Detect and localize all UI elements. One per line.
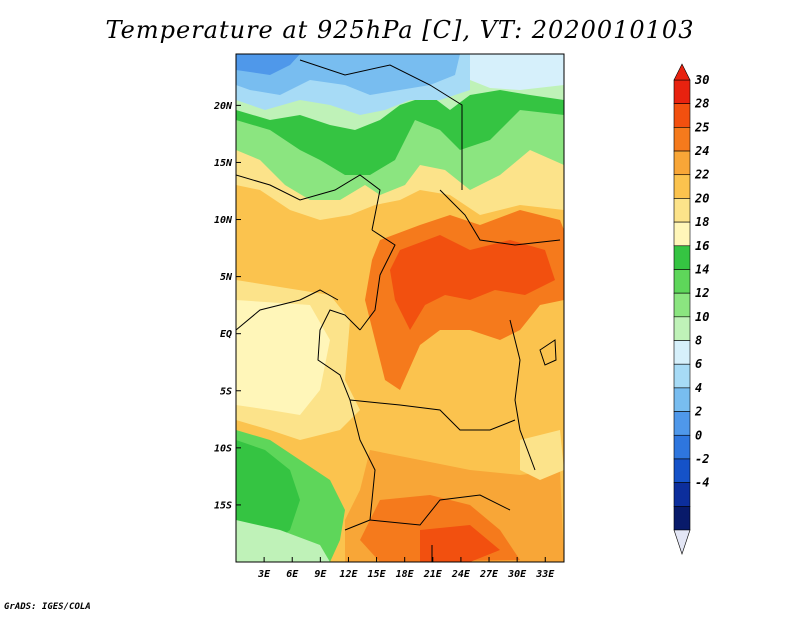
colorbar-swatch <box>673 127 691 152</box>
colorbar-label: -2 <box>695 452 709 466</box>
longitude-axis: 3E 6E 9E 12E 15E 18E 21E 24E 27E 30E 33E <box>257 557 555 580</box>
colorbar-swatch <box>673 458 691 483</box>
lon-tick-label: 9E <box>314 569 327 580</box>
lon-tick-label: 21E <box>423 569 443 580</box>
colorbar-label: 30 <box>694 73 709 87</box>
lat-tick-label: 5S <box>220 386 232 397</box>
map-frame <box>235 53 565 563</box>
border-sahel <box>236 174 381 231</box>
colorbar-label: 24 <box>694 144 709 158</box>
colorbar-swatch <box>673 269 691 294</box>
colorbar-label: 14 <box>695 262 709 276</box>
lake-victoria <box>539 339 557 366</box>
colorbar-under-arrow <box>673 529 691 555</box>
colorbar-label: 0 <box>695 428 702 442</box>
border-rift <box>509 319 536 471</box>
colorbar-swatch <box>673 221 691 247</box>
lat-tick-label: 15N <box>214 158 233 169</box>
colorbar-swatch <box>673 174 691 199</box>
colorbar-swatch <box>673 411 691 436</box>
map-title: Temperature at 925hPa [C], VT: 202001010… <box>105 16 695 44</box>
colorbar-swatch <box>673 79 691 104</box>
colorbar-label: 10 <box>695 310 709 324</box>
colorbar-swatch <box>673 103 691 128</box>
lon-tick-label: 12E <box>339 569 358 580</box>
colorbar-label: 22 <box>694 168 709 182</box>
colorbar-swatch <box>673 506 691 531</box>
lon-tick-label: 33E <box>535 569 555 580</box>
colorbar-label: 8 <box>695 334 702 348</box>
colorbar-label: 25 <box>694 120 709 134</box>
lat-tick-label: 20N <box>213 101 233 112</box>
region-central-hottest <box>390 235 555 330</box>
lon-tick-label: 30E <box>507 569 527 580</box>
lon-tick-label: 27E <box>479 569 499 580</box>
border-cameroon <box>359 229 396 331</box>
lat-tick-label: 5N <box>220 272 233 283</box>
border-angola-west <box>344 399 376 531</box>
colorbar-swatch <box>673 434 691 460</box>
lat-tick-label: 15S <box>214 500 232 511</box>
lat-tick-label: 10S <box>214 443 232 454</box>
colorbar-label: 12 <box>695 286 709 300</box>
region-southwest-darkgreen <box>236 440 300 545</box>
region-atlantic-pale <box>236 300 330 415</box>
colorbar-label: 20 <box>694 191 709 205</box>
colorbar-label: -4 <box>695 476 709 490</box>
region-east-highland <box>520 430 564 480</box>
colorbar-swatch <box>673 363 691 389</box>
lat-tick-label: EQ <box>220 329 232 340</box>
colorbar-swatch <box>673 387 691 412</box>
lat-tick-label: 10N <box>214 215 233 226</box>
border-north <box>299 59 463 190</box>
colorbar-swatch <box>673 482 691 507</box>
border-congo-angola <box>349 399 516 431</box>
colorbar-label: 6 <box>695 357 702 371</box>
lon-tick-label: 6E <box>286 569 299 580</box>
colorbar-label: 16 <box>695 239 709 253</box>
colorbar-swatch <box>673 340 691 365</box>
colorbar-swatch <box>673 245 691 270</box>
latitude-axis: 20N 15N 10N 5N EQ 5S 10S 15S <box>213 101 241 511</box>
colorbar-label: 18 <box>695 215 709 229</box>
border-zambia <box>369 494 511 526</box>
region-northeast-paleblue <box>470 54 564 90</box>
country-borders <box>236 59 561 562</box>
lon-tick-label: 3E <box>257 569 271 580</box>
colorbar-swatch <box>673 150 691 176</box>
border-sudan <box>439 189 561 246</box>
colorbar-swatch <box>673 316 691 341</box>
lon-tick-label: 24E <box>451 569 471 580</box>
lon-tick-label: 15E <box>368 569 387 580</box>
colorbar-label: 4 <box>695 381 702 395</box>
colorbar-label: 2 <box>694 405 702 419</box>
border-gabon <box>317 309 361 401</box>
grads-credit: GrADS: IGES/COLA <box>4 602 91 612</box>
colorbar-over-arrow <box>673 63 691 81</box>
colorbar-swatch <box>673 198 691 223</box>
colorbar-swatch <box>673 292 691 318</box>
colorbar-label: 28 <box>694 97 709 111</box>
region-north-deepblue <box>236 54 300 75</box>
region-southwest-pale <box>236 520 330 562</box>
temperature-field <box>236 54 564 562</box>
lon-tick-label: 18E <box>396 569 415 580</box>
region-south-hottest <box>420 525 500 562</box>
coast-guinea <box>236 289 339 331</box>
